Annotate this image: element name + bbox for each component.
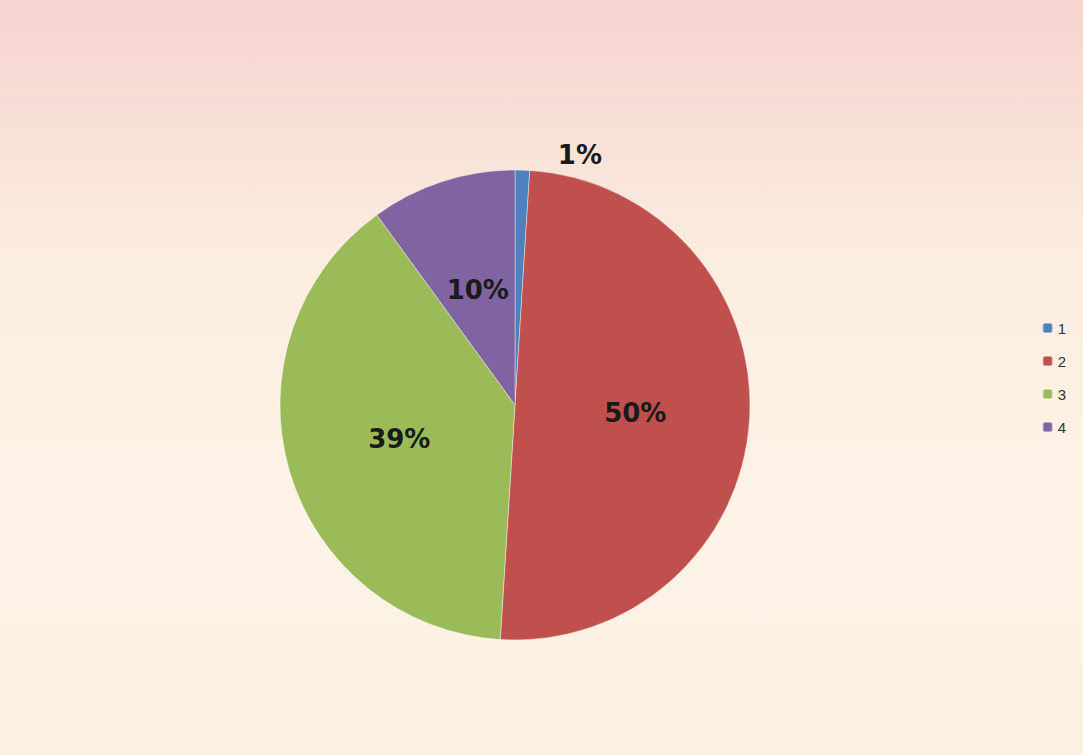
- svg-text:1: 1: [1058, 320, 1066, 337]
- svg-text:39%: 39%: [368, 424, 430, 454]
- svg-text:3: 3: [1058, 386, 1066, 403]
- svg-text:4: 4: [1058, 419, 1066, 436]
- svg-text:2: 2: [1058, 353, 1066, 370]
- svg-text:1%: 1%: [558, 140, 602, 170]
- svg-text:50%: 50%: [604, 398, 666, 428]
- svg-text:10%: 10%: [447, 275, 509, 305]
